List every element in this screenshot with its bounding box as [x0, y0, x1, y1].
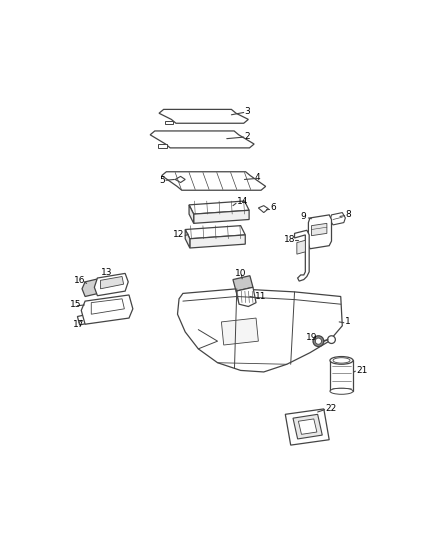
Polygon shape	[165, 121, 173, 124]
Polygon shape	[189, 205, 194, 223]
Text: 10: 10	[234, 269, 246, 278]
Polygon shape	[236, 287, 256, 306]
Text: 8: 8	[346, 211, 351, 220]
Polygon shape	[81, 295, 133, 324]
Polygon shape	[78, 312, 100, 325]
Text: 21: 21	[356, 366, 367, 375]
Ellipse shape	[313, 336, 324, 346]
Polygon shape	[285, 409, 329, 445]
Ellipse shape	[315, 338, 321, 344]
Ellipse shape	[328, 336, 336, 343]
Ellipse shape	[333, 358, 350, 363]
Polygon shape	[293, 414, 322, 439]
Text: 3: 3	[244, 107, 250, 116]
Text: 2: 2	[244, 132, 250, 141]
Polygon shape	[82, 279, 101, 296]
Polygon shape	[221, 318, 258, 345]
Text: 14: 14	[237, 197, 248, 206]
Polygon shape	[94, 273, 128, 296]
Text: 15: 15	[70, 300, 81, 309]
Polygon shape	[162, 172, 266, 190]
Polygon shape	[294, 230, 309, 281]
Text: 4: 4	[254, 173, 260, 182]
Polygon shape	[91, 299, 124, 314]
Polygon shape	[297, 240, 305, 254]
Polygon shape	[158, 144, 167, 148]
Text: 12: 12	[173, 230, 184, 239]
Polygon shape	[190, 235, 245, 248]
Text: 17: 17	[73, 320, 84, 329]
Text: 13: 13	[100, 268, 112, 277]
Polygon shape	[185, 225, 245, 239]
Polygon shape	[330, 213, 346, 225]
Ellipse shape	[330, 357, 353, 364]
Text: 11: 11	[254, 292, 266, 301]
Text: 5: 5	[159, 176, 165, 185]
Polygon shape	[233, 276, 253, 291]
Polygon shape	[330, 360, 353, 391]
Text: 19: 19	[306, 333, 318, 342]
Text: 16: 16	[74, 276, 86, 285]
Text: 6: 6	[270, 204, 276, 213]
Polygon shape	[298, 419, 317, 434]
Polygon shape	[258, 206, 268, 213]
Text: 9: 9	[301, 212, 307, 221]
Text: 18: 18	[284, 235, 295, 244]
Polygon shape	[175, 176, 185, 182]
Polygon shape	[189, 201, 249, 214]
Text: 22: 22	[325, 403, 336, 413]
Polygon shape	[159, 109, 248, 123]
Polygon shape	[177, 289, 342, 372]
Polygon shape	[100, 277, 124, 289]
Polygon shape	[308, 215, 332, 249]
Ellipse shape	[330, 388, 353, 394]
Polygon shape	[311, 223, 327, 236]
Polygon shape	[194, 210, 249, 223]
Text: 1: 1	[345, 318, 350, 326]
Polygon shape	[150, 131, 254, 148]
Polygon shape	[185, 230, 190, 248]
